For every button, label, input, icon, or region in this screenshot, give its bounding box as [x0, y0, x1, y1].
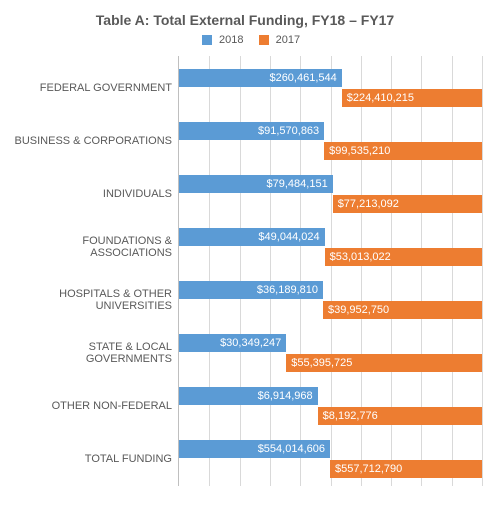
bar-value-2017: $55,395,725	[291, 354, 352, 372]
bar-2017: $55,395,725	[286, 354, 482, 372]
bar-value-2018: $260,461,544	[269, 69, 336, 87]
bar-2017: $77,213,092	[333, 195, 482, 213]
category-label: FOUNDATIONS & ASSOCIATIONS	[8, 235, 172, 259]
plot-area: FEDERAL GOVERNMENT BUSINESS & CORPORATION…	[8, 56, 482, 486]
bar-value-2018: $30,349,247	[220, 334, 281, 352]
bar-2018: $30,349,247	[179, 334, 286, 352]
chart-legend: 2018 2017	[8, 34, 482, 46]
bar-value-2017: $99,535,210	[329, 142, 390, 160]
bar-2017: $99,535,210	[324, 142, 482, 160]
bar-value-2018: $79,484,151	[267, 175, 328, 193]
bar-2018: $79,484,151	[179, 175, 333, 193]
category-label: FEDERAL GOVERNMENT	[8, 82, 172, 94]
grid-line	[482, 56, 483, 486]
bar-2017: $53,013,022	[325, 248, 482, 266]
bar-2017: $8,192,776	[318, 407, 482, 425]
bar-2018: $554,014,606	[179, 440, 330, 458]
bar-value-2018: $91,570,863	[258, 122, 319, 140]
bar-2018: $49,044,024	[179, 228, 325, 246]
bar-2017: $39,952,750	[323, 301, 482, 319]
legend-label-2018: 2018	[219, 34, 243, 46]
bar-value-2018: $6,914,968	[258, 387, 313, 405]
bar-value-2018: $554,014,606	[258, 440, 325, 458]
bar-2018: $91,570,863	[179, 122, 324, 140]
category-label: INDIVIDUALS	[8, 188, 172, 200]
chart-title: Table A: Total External Funding, FY18 – …	[8, 12, 482, 28]
bar-value-2017: $224,410,215	[347, 89, 414, 107]
bar-value-2018: $36,189,810	[257, 281, 318, 299]
category-label: OTHER NON-FEDERAL	[8, 400, 172, 412]
category-label: STATE & LOCAL GOVERNMENTS	[8, 341, 172, 365]
category-axis: FEDERAL GOVERNMENT BUSINESS & CORPORATION…	[8, 56, 178, 486]
legend-label-2017: 2017	[276, 34, 300, 46]
bar-value-2017: $53,013,022	[330, 248, 391, 266]
bar-value-2017: $39,952,750	[328, 301, 389, 319]
bar-2018: $36,189,810	[179, 281, 323, 299]
category-label: TOTAL FUNDING	[8, 453, 172, 465]
grid-line	[240, 56, 241, 486]
category-label: HOSPITALS & OTHER UNIVERSITIES	[8, 288, 172, 312]
bar-2018: $260,461,544	[179, 69, 342, 87]
bars-area: $260,461,544 $224,410,215 $91,570,863 $99,5…	[178, 56, 482, 486]
bar-2017: $557,712,790	[330, 460, 482, 478]
bar-2017: $224,410,215	[342, 89, 482, 107]
legend-swatch-2018	[202, 35, 212, 45]
grid-line	[209, 56, 210, 486]
grid-line	[270, 56, 271, 486]
category-label: BUSINESS & CORPORATIONS	[8, 135, 172, 147]
funding-chart: Table A: Total External Funding, FY18 – …	[0, 0, 500, 509]
bar-value-2017: $557,712,790	[335, 460, 402, 478]
bar-value-2018: $49,044,024	[258, 228, 319, 246]
bar-value-2017: $8,192,776	[323, 407, 378, 425]
bar-value-2017: $77,213,092	[338, 195, 399, 213]
grid-line	[300, 56, 301, 486]
bar-2018: $6,914,968	[179, 387, 318, 405]
legend-swatch-2017	[259, 35, 269, 45]
